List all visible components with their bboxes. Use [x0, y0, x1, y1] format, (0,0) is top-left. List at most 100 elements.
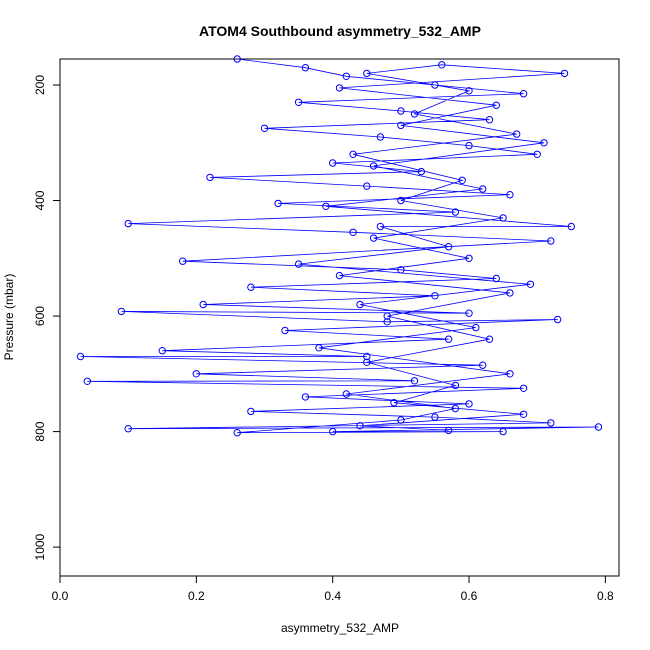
data-point — [76, 352, 85, 361]
data-point — [397, 266, 405, 274]
data-point — [301, 393, 310, 401]
data-point — [369, 234, 378, 242]
y-tick-label: 800 — [33, 421, 47, 441]
data-point — [547, 419, 555, 427]
data-point — [444, 426, 453, 435]
x-axis: 0.0 0.2 0.4 0.6 0.8 — [52, 576, 614, 603]
data-point — [294, 260, 303, 268]
data-point — [383, 312, 391, 320]
data-point — [499, 214, 507, 222]
data-point — [553, 315, 562, 324]
data-point — [465, 400, 473, 408]
data-point — [315, 344, 323, 352]
data-point — [519, 90, 528, 98]
data-point — [485, 335, 494, 343]
data-point — [124, 219, 132, 228]
data-point — [376, 222, 385, 231]
data-point — [83, 377, 92, 385]
data-point — [349, 150, 357, 159]
data-point — [472, 323, 480, 332]
data-point — [294, 98, 303, 107]
data-point — [158, 347, 167, 355]
data-point — [233, 55, 241, 63]
data-point — [363, 358, 371, 366]
data-point — [431, 292, 439, 300]
data-point — [458, 176, 466, 185]
y-axis-label: Pressure (mbar) — [2, 274, 16, 361]
data-point — [363, 69, 371, 78]
data-point — [438, 61, 446, 69]
data-point — [199, 300, 207, 309]
series-points — [76, 55, 603, 437]
data-point — [301, 64, 310, 72]
data-point — [335, 84, 344, 92]
data-point — [247, 283, 255, 291]
data-point — [526, 280, 535, 288]
x-axis-label: asymmetry_532_AMP — [281, 621, 399, 635]
data-point — [383, 318, 391, 326]
data-point — [479, 185, 487, 193]
data-point — [594, 423, 603, 431]
data-point — [519, 384, 528, 392]
y-axis: 200 400 600 800 1000 — [33, 75, 60, 560]
series-line — [80, 58, 599, 434]
data-point — [397, 416, 405, 424]
data-point — [444, 335, 453, 343]
data-point — [465, 87, 473, 95]
data-point — [431, 413, 439, 421]
data-point — [410, 377, 419, 385]
data-point — [397, 196, 405, 205]
data-point — [117, 307, 126, 316]
data-point — [369, 162, 378, 170]
data-point — [506, 289, 514, 297]
data-point — [206, 173, 214, 182]
data-point — [465, 254, 473, 262]
data-point — [465, 309, 473, 317]
data-point — [465, 141, 473, 150]
data-point — [376, 133, 385, 141]
y-tick-label: 200 — [33, 75, 47, 95]
data-point — [397, 121, 405, 130]
data-point — [179, 257, 187, 265]
data-point — [363, 182, 371, 190]
data-point — [444, 243, 453, 251]
x-tick-label: 0.6 — [461, 589, 478, 603]
data-point — [451, 404, 460, 413]
data-point — [451, 381, 460, 390]
data-point — [260, 124, 269, 133]
data-point — [247, 407, 255, 416]
data-point — [329, 427, 337, 436]
data-point — [513, 130, 521, 138]
y-tick-label: 400 — [33, 190, 47, 210]
data-point — [356, 300, 364, 309]
data-point — [533, 150, 541, 159]
data-point — [281, 326, 289, 335]
data-point — [192, 370, 201, 378]
data-point — [342, 390, 350, 398]
plot-frame — [59, 58, 620, 577]
data-point — [567, 222, 575, 231]
data-point — [363, 352, 371, 361]
data-point — [356, 422, 364, 430]
data-point — [547, 237, 555, 245]
data-point — [417, 167, 425, 176]
data-point — [390, 399, 398, 407]
data-point — [335, 271, 344, 280]
data-point — [397, 107, 405, 115]
data-point — [124, 425, 132, 433]
x-tick-label: 0.0 — [52, 589, 69, 603]
data-point — [506, 370, 514, 378]
x-tick-label: 0.8 — [597, 589, 614, 603]
y-tick-label: 600 — [33, 306, 47, 326]
data-point — [322, 202, 330, 211]
x-tick-label: 0.2 — [188, 589, 205, 603]
data-point — [499, 427, 507, 436]
y-tick-label: 1000 — [33, 533, 47, 560]
chart-title: ATOM4 Southbound asymmetry_532_AMP — [199, 23, 481, 39]
data-point — [485, 116, 494, 124]
data-point — [233, 429, 241, 437]
data-point — [492, 101, 500, 109]
plot-area — [76, 55, 603, 437]
x-tick-label: 0.4 — [324, 589, 341, 603]
